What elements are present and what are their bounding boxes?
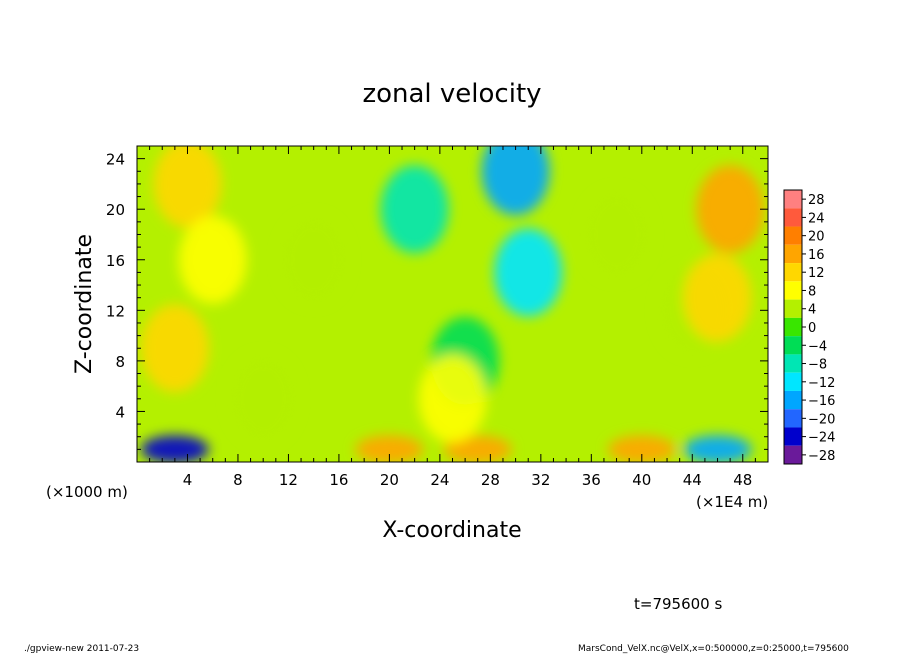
field-blob <box>418 354 487 443</box>
x-axis: 4 8 12 16 20 24 28 32 36 40 44 48 <box>149 146 756 489</box>
colorbar-swatch <box>784 317 802 337</box>
y-tick-label: 20 <box>106 201 125 219</box>
y-tick-label: 4 <box>115 403 125 421</box>
colorbar-swatch <box>784 208 802 227</box>
y-axis: 4 8 12 16 20 24 <box>106 151 768 450</box>
chart-title: zonal velocity <box>362 79 541 109</box>
colorbar-swatch <box>784 409 802 428</box>
field-blob <box>683 435 752 462</box>
colorbar-label: 8 <box>808 284 816 299</box>
field-blob <box>494 228 563 317</box>
y-tick-label: 24 <box>106 151 125 169</box>
field-blob <box>380 165 449 254</box>
colorbar-swatch <box>784 226 802 245</box>
y-tick-label: 16 <box>106 252 125 270</box>
field-blob <box>229 354 298 443</box>
field-blob <box>140 435 209 462</box>
x-tick-label: 44 <box>683 471 702 489</box>
colorbar-label: −12 <box>808 376 835 391</box>
field-blob <box>355 435 424 462</box>
colorbar-label: −28 <box>808 449 835 464</box>
y-tick-label: 8 <box>115 353 125 371</box>
colorbar-swatch <box>784 336 802 355</box>
x-tick-label: 20 <box>380 471 399 489</box>
field-blob <box>683 253 752 342</box>
colorbar-swatch <box>784 372 802 391</box>
colorbar-label: 24 <box>808 211 825 226</box>
colorbar-swatch <box>784 390 802 410</box>
colorbar-label: −24 <box>808 431 835 446</box>
field-blob <box>443 435 512 462</box>
field-blob <box>279 215 348 304</box>
colorbar: 28 24 20 16 12 8 4 0 −4 −8 −12 −16 −20 −24 −28 <box>783 189 835 465</box>
x-unit-label: (×1E4 m) <box>696 493 768 511</box>
x-tick-label: 36 <box>582 471 601 489</box>
y-axis-label: Z-coordinate <box>72 234 97 374</box>
colorbar-swatch <box>784 244 802 264</box>
x-tick-label: 40 <box>632 471 651 489</box>
colorbar-label: −8 <box>808 358 827 373</box>
x-tick-label: 16 <box>329 471 348 489</box>
colorbar-swatch <box>784 445 802 464</box>
colorbar-label: −16 <box>808 394 835 409</box>
colorbar-label: −4 <box>808 339 827 354</box>
heatmap-field <box>137 146 768 462</box>
time-label: t=795600 s <box>634 595 722 613</box>
field-blob <box>178 215 247 304</box>
field-blob <box>481 146 550 216</box>
colorbar-swatch <box>784 263 802 282</box>
x-tick-label: 8 <box>233 471 243 489</box>
footer-left: ./gpview-new 2011-07-23 <box>24 644 139 654</box>
field-blob <box>140 304 209 393</box>
x-tick-label: 24 <box>430 471 449 489</box>
colorbar-label: 12 <box>808 266 825 281</box>
x-tick-label: 12 <box>279 471 298 489</box>
colorbar-swatch <box>784 190 802 209</box>
colorbar-swatch <box>784 281 802 300</box>
field-blobs <box>140 146 765 462</box>
x-tick-label: 4 <box>183 471 193 489</box>
field-blob <box>582 190 651 279</box>
field-blob <box>153 146 222 228</box>
colorbar-swatch <box>784 354 802 373</box>
field-blob <box>607 435 676 462</box>
colorbar-label: 28 <box>808 193 825 208</box>
colorbar-swatch <box>784 299 802 318</box>
colorbar-swatch <box>784 427 802 446</box>
colorbar-label: −20 <box>808 412 835 427</box>
colorbar-label: 20 <box>808 230 825 245</box>
colorbar-label: 16 <box>808 248 825 263</box>
y-unit-label: (×1000 m) <box>46 483 128 501</box>
x-tick-label: 32 <box>531 471 550 489</box>
colorbar-label: 0 <box>808 321 816 336</box>
x-axis-label: X-coordinate <box>382 518 521 543</box>
x-tick-label: 28 <box>481 471 500 489</box>
footer-right: MarsCond_VelX.nc@VelX,x=0:500000,z=0:250… <box>578 644 849 654</box>
colorbar-label: 4 <box>808 303 816 318</box>
field-blob <box>696 165 765 254</box>
x-tick-label: 48 <box>733 471 752 489</box>
y-tick-label: 12 <box>106 302 125 320</box>
